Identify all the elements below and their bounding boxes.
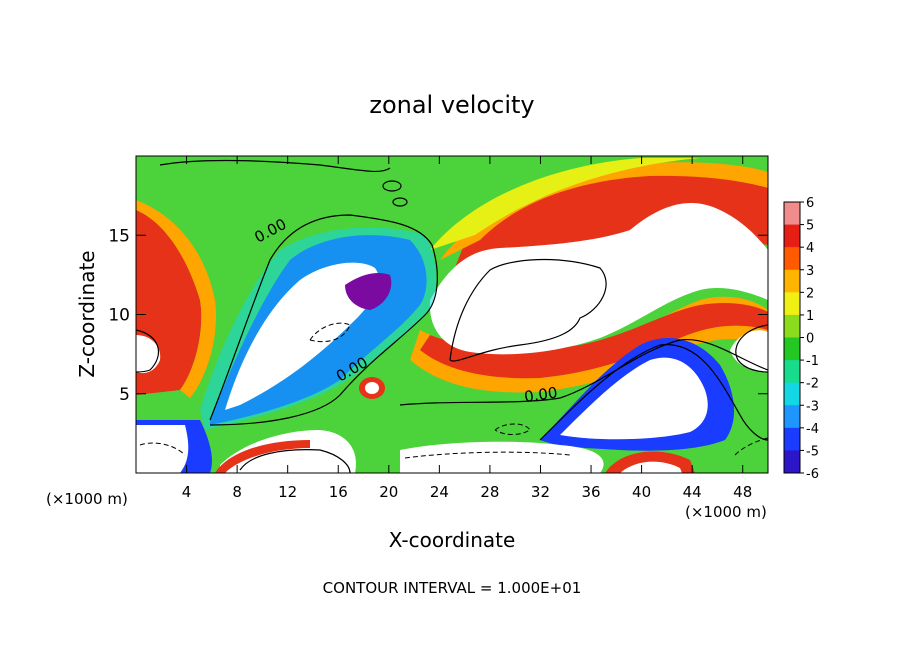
x-tick-label: 24 xyxy=(430,483,449,501)
x-tick-label: 12 xyxy=(278,483,297,501)
central-zero-lobe xyxy=(225,262,379,410)
x-tick-label: 4 xyxy=(182,483,192,501)
bottom-left-zero xyxy=(136,425,189,473)
central-purple-patch xyxy=(345,273,392,310)
upper-right-zero-region xyxy=(429,202,768,355)
colorbar: 6 5 4 3 2 1 0 -1 -2 -3 -4 -5 -6 xyxy=(783,196,819,482)
colorbar-bin xyxy=(784,360,800,384)
colorbar-tick-label: 5 xyxy=(806,219,814,234)
thin-contour-bottom xyxy=(239,449,351,473)
colorbar-bin xyxy=(784,450,800,474)
x-tick-label: 20 xyxy=(379,483,398,501)
colorbar-bin xyxy=(784,224,800,248)
dashed-contour-1 xyxy=(309,322,351,343)
colorbar-bin xyxy=(784,382,800,406)
dashed-contour-3 xyxy=(139,442,186,456)
colorbar-tick-label: 1 xyxy=(806,309,814,324)
colorbar-bin xyxy=(784,337,800,361)
colorbar-bin xyxy=(784,405,800,429)
colorbar-tick-label: -4 xyxy=(806,422,819,437)
bottom-warm-strip xyxy=(215,440,310,473)
x-tick-label: 28 xyxy=(480,483,499,501)
zero-contour-central xyxy=(209,214,438,426)
x-tick-label: 16 xyxy=(329,483,348,501)
left-edge-zero xyxy=(136,335,161,374)
bottom-right-zero-arc xyxy=(620,461,682,473)
colorbar-bin xyxy=(784,427,800,451)
chart-title: zonal velocity xyxy=(369,91,534,119)
small-zero-eye-core xyxy=(365,382,379,394)
y-tick-label: 5 xyxy=(119,385,130,405)
thin-contour-left xyxy=(136,329,159,373)
x-tick-label: 8 xyxy=(232,483,242,501)
y-axis: 5 10 15 xyxy=(108,226,768,405)
middle-red-band xyxy=(420,302,768,379)
contour-label-3: 0.00 xyxy=(523,383,559,405)
zero-contour-upper xyxy=(159,159,391,173)
left-orange-band xyxy=(136,200,216,398)
colorbar-tick-label: -5 xyxy=(806,444,819,459)
colorbar-tick-label: -3 xyxy=(806,399,819,414)
x-tick-label: 36 xyxy=(581,483,600,501)
y-tick-label: 15 xyxy=(108,226,130,246)
plot-area: 0.00 0.00 0.00 xyxy=(136,156,768,473)
colorbar-bin xyxy=(784,202,800,226)
thin-contour-right-edge xyxy=(735,324,768,373)
x-axis-label: X-coordinate xyxy=(389,528,516,552)
contour-interval-note: CONTOUR INTERVAL = 1.000E+01 xyxy=(323,579,582,597)
colorbar-bin xyxy=(784,247,800,271)
y-unit-label: (×1000 m) xyxy=(46,490,128,508)
x-tick-label: 44 xyxy=(683,483,702,501)
bottom-center-zero xyxy=(220,430,356,473)
y-tick-label: 10 xyxy=(108,306,130,326)
x-axis: 4 8 12 16 20 24 28 32 36 40 44 48 xyxy=(182,156,752,501)
x-unit-label: (×1000 m) xyxy=(685,503,767,521)
bottom-right-zero xyxy=(400,441,604,473)
colorbar-tick-label: 4 xyxy=(806,241,814,256)
zero-contour-middle xyxy=(399,338,768,406)
colorbar-tick-label: 3 xyxy=(806,264,814,279)
contour-lines xyxy=(136,159,768,473)
zero-contour-right xyxy=(539,344,768,441)
x-tick-label: 32 xyxy=(531,483,550,501)
colorbar-tick-label: -2 xyxy=(806,377,819,392)
x-tick-label: 48 xyxy=(733,483,752,501)
colorbar-tick-label: 6 xyxy=(806,196,814,211)
x-tick-label: 40 xyxy=(632,483,651,501)
dashed-contour-2 xyxy=(494,423,531,435)
right-zero-lobe xyxy=(560,357,708,440)
colorbar-tick-label: 0 xyxy=(806,332,814,347)
negative-contours xyxy=(139,322,768,459)
small-contour-2 xyxy=(392,197,408,207)
y-axis-label: Z-coordinate xyxy=(75,250,99,377)
upper-yellow-band xyxy=(430,158,700,250)
small-contour-1 xyxy=(382,180,402,192)
colorbar-tick-label: 2 xyxy=(806,286,814,301)
dashed-contour-4 xyxy=(404,451,571,459)
colorbar-tick-label: -6 xyxy=(806,467,819,482)
colorbar-bin xyxy=(784,314,800,338)
colorbar-tick-label: -1 xyxy=(806,354,819,369)
thin-contour-upper-right xyxy=(449,258,607,362)
dashed-contour-5 xyxy=(734,437,768,456)
colorbar-bin xyxy=(784,292,800,316)
colorbar-bin xyxy=(784,269,800,293)
